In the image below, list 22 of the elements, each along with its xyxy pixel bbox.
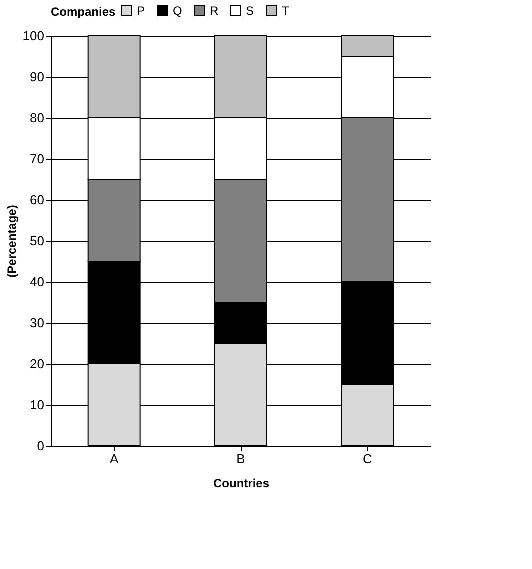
y-tick-label: 50: [30, 234, 44, 248]
legend-label: Q: [173, 4, 182, 18]
legend-label: S: [246, 4, 254, 18]
legend-title: Companies: [51, 5, 116, 19]
x-axis-title: Countries: [213, 476, 270, 490]
y-tick-label: 10: [30, 398, 44, 412]
x-tick-label: B: [236, 452, 246, 466]
x-tick-label: A: [110, 452, 119, 466]
y-tick-label: 80: [30, 110, 44, 126]
legend-label: T: [282, 4, 290, 18]
y-tick-label: 60: [30, 192, 44, 208]
y-tick-label: 90: [30, 70, 44, 84]
y-tick-label: 0: [37, 438, 44, 454]
legend-label: R: [210, 4, 219, 18]
x-tick-label: C: [362, 452, 372, 466]
legend-label: P: [137, 4, 146, 18]
y-tick-label: 30: [30, 316, 44, 330]
y-axis-title: (Percentage): [4, 205, 19, 278]
y-tick-label: 70: [30, 152, 44, 166]
y-tick-label: 40: [30, 274, 44, 290]
y-tick-label: 100: [22, 28, 44, 44]
y-tick-label: 20: [30, 356, 44, 372]
